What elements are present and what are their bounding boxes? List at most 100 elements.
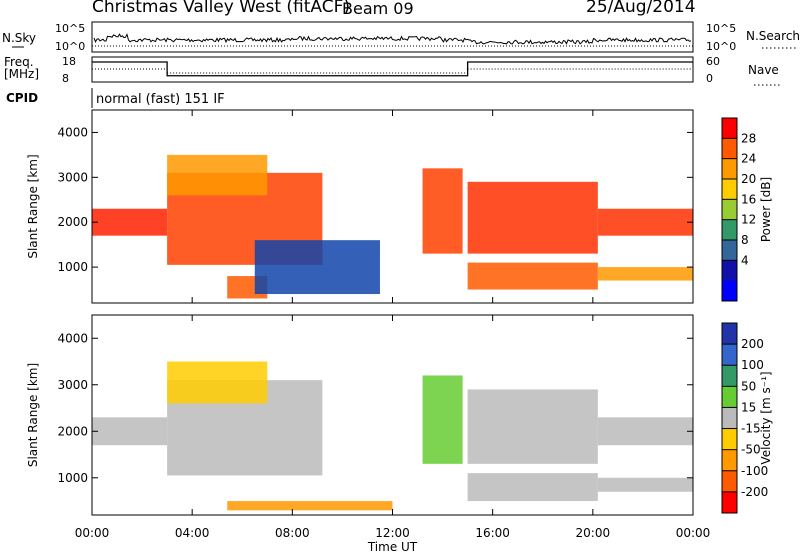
colorbar-swatch — [722, 365, 737, 387]
y-tick-label: 1000 — [57, 471, 88, 485]
nave-label: Nave — [748, 63, 779, 77]
colorbar-tick-label: 50 — [741, 379, 756, 393]
data-region-7 — [467, 262, 598, 290]
colorbar-frame — [721, 322, 738, 514]
panel-data — [92, 154, 693, 299]
freq-trace — [92, 61, 693, 77]
colorbar-swatch — [722, 428, 737, 451]
y-tick-label: 4000 — [57, 331, 88, 345]
data-panels: 1000 2000 3000 4000 Slant Range [km] 1000 2000… — [26, 109, 711, 554]
cpid-text: normal (fast) 151 IF — [96, 92, 225, 107]
data-region-4 — [422, 375, 463, 464]
y-axis-label: Slant Range [km] — [26, 154, 40, 258]
y-axis-label: Slant Range [km] — [26, 363, 40, 467]
data-region-8 — [597, 477, 693, 492]
colorbar-tick-label: -50 — [741, 443, 761, 457]
colorbar-swatch — [722, 179, 737, 200]
data-region-7 — [597, 417, 693, 446]
velocity-panel: 1000 2000 3000 4000 Slant Range [km] 00:00 04:… — [26, 314, 711, 554]
nsky-label: N.Sky — [2, 31, 36, 45]
colorbar-0: 28 24 20 16 12 8 4 Power [dB] — [721, 117, 773, 302]
colorbar-tick-label: 4 — [741, 253, 749, 267]
colorbar-swatch — [722, 386, 737, 408]
colorbar-swatch — [722, 470, 737, 493]
y-tick-label: 3000 — [57, 170, 88, 184]
power-panel: 1000 2000 3000 4000 Slant Range [km] — [26, 109, 694, 304]
nsky-trace — [93, 33, 692, 45]
colorbar-tick-label: -15 — [741, 422, 761, 436]
colorbar-swatch — [722, 280, 737, 302]
data-region-2 — [167, 154, 268, 196]
colorbar-tick-label: 100 — [741, 358, 764, 372]
colorbar-tick-label: -200 — [741, 485, 768, 499]
data-region-5 — [422, 168, 463, 254]
y-tick-label: 3000 — [57, 378, 88, 392]
colorbar-swatch — [722, 219, 737, 241]
x-tick-label: 04:00 — [175, 526, 210, 540]
colorbar-tick-label: 15 — [741, 400, 756, 414]
colorbar-swatch — [722, 138, 737, 160]
y-tick-label: 2000 — [57, 424, 88, 438]
x-tick-label: 00:00 — [75, 526, 110, 540]
colorbar-swatch — [722, 449, 737, 472]
freq-tick-top: 18 — [62, 55, 76, 68]
colorbar-tick-label: 12 — [741, 213, 756, 227]
colorbar-tick-label: 8 — [741, 233, 749, 247]
x-axis-label: Time UT — [367, 540, 418, 554]
data-region-8 — [597, 208, 693, 236]
x-tick-label: 20:00 — [576, 526, 611, 540]
colorbar-tick-label: -100 — [741, 464, 768, 478]
nsearch-tick-top: 10^5 — [706, 22, 736, 35]
colorbar-swatch — [722, 260, 737, 282]
beam-label: Beam 09 — [342, 0, 414, 18]
colorbar-tick-label: 20 — [741, 172, 756, 186]
freq-label: Freq. — [4, 55, 34, 69]
colorbar-tick-label: 24 — [741, 152, 756, 166]
y-tick-label: 1000 — [57, 260, 88, 274]
x-tick-label: 08:00 — [275, 526, 310, 540]
data-region-3 — [227, 501, 393, 511]
colorbars: 28 24 20 16 12 8 4 Power [dB] 200 100 50 15 -15 -50 -1… — [721, 117, 773, 514]
colorbar-swatch — [722, 158, 737, 180]
nsky-frame — [91, 21, 694, 53]
colorbar-tick-label: 28 — [741, 131, 756, 145]
x-tick-label: 16:00 — [475, 526, 510, 540]
data-region-9 — [597, 267, 693, 281]
colorbar-swatch — [722, 240, 737, 261]
freq-tick-bottom: 8 — [62, 72, 69, 85]
colorbar-swatch — [722, 118, 737, 139]
panel-data — [92, 361, 693, 511]
x-tick-label: 12:00 — [375, 526, 410, 540]
data-region-4 — [254, 240, 380, 295]
data-region-5 — [467, 389, 598, 464]
cpid-label: CPID — [6, 91, 38, 105]
colorbar-label: Power [dB] — [759, 177, 773, 242]
colorbar-1: 200 100 50 15 -15 -50 -100 -200 Velocity [m s⁻¹] — [721, 322, 773, 514]
nsearch-tick-bottom: 10^0 — [706, 40, 736, 53]
nave-tick-bottom: 0 — [706, 72, 713, 85]
y-tick-label: 2000 — [57, 215, 88, 229]
nsky-tick-top: 10^5 — [55, 22, 85, 35]
data-region-6 — [467, 473, 598, 502]
colorbar-swatch — [722, 323, 737, 345]
plot-title: Christmas Valley West (fitACF) — [92, 0, 351, 17]
colorbar-swatch — [722, 344, 737, 366]
colorbar-swatch — [722, 407, 737, 430]
data-region-0 — [92, 208, 168, 236]
date-label: 25/Aug/2014 — [586, 0, 696, 17]
colorbar-tick-label: 200 — [741, 337, 764, 351]
top-panels: N.Sky 10^5 10^0 10^5 10^0 N.Search Freq.[MHz] 1… — [2, 21, 800, 108]
data-region-2 — [167, 361, 268, 404]
x-tick-label: 00:00 — [676, 526, 711, 540]
colorbar-tick-label: 16 — [741, 192, 756, 206]
data-region-6 — [467, 181, 598, 254]
y-tick-label: 4000 — [57, 125, 88, 139]
nsky-tick-bottom: 10^0 — [55, 40, 85, 53]
nave-tick-top: 60 — [706, 55, 720, 68]
freq-unit: [MHz] — [4, 67, 39, 81]
colorbar-frame — [721, 117, 738, 302]
colorbar-swatch — [722, 199, 737, 221]
nsearch-label: N.Search — [746, 29, 800, 43]
